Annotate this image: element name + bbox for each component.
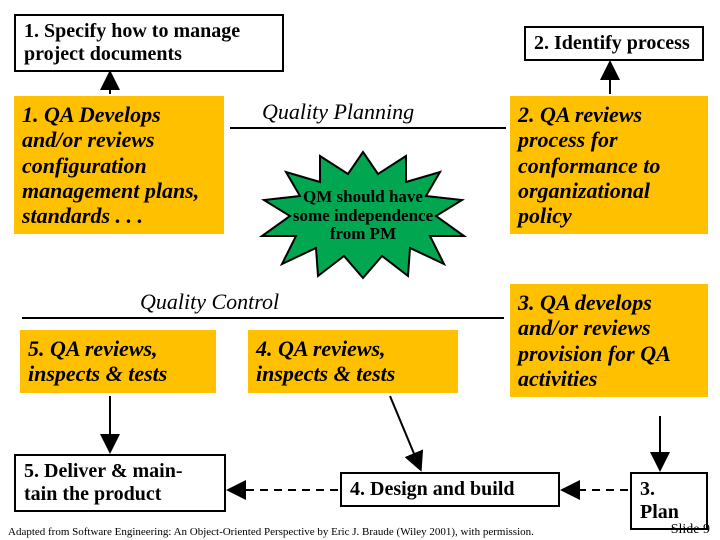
label-quality-planning: Quality Planning xyxy=(262,100,414,124)
citation: Adapted from Software Engineering: An Ob… xyxy=(8,526,534,538)
starburst-line3: from PM xyxy=(330,224,396,243)
starburst-line2: some independence xyxy=(293,206,433,225)
starburst-line1: QM should have xyxy=(303,187,423,206)
box-2-identify: 2. Identify process xyxy=(524,26,704,61)
callout-3-qa-develops-provision: 3. QA develops and/or reviews provision … xyxy=(510,284,708,397)
callout-5-qa-reviews-inspects: 5. QA reviews, inspects & tests xyxy=(20,330,216,393)
callout-1-qa-develops: 1. QA Develops and/or reviews configurat… xyxy=(14,96,224,234)
label-quality-control: Quality Control xyxy=(140,290,279,314)
box-4-design: 4. Design and build xyxy=(340,472,560,507)
box-5-deliver: 5. Deliver & main- tain the product xyxy=(14,454,226,512)
callout-2-qa-reviews-process: 2. QA reviews process for conformance to… xyxy=(510,96,708,234)
slide-number: Slide 9 xyxy=(671,522,710,538)
starburst-text: QM should have some independence from PM xyxy=(258,188,468,244)
box-1-specify: 1. Specify how to manage project documen… xyxy=(14,14,284,72)
callout-4-qa-reviews-inspects: 4. QA reviews, inspects & tests xyxy=(248,330,458,393)
starburst: QM should have some independence from PM xyxy=(258,150,468,280)
